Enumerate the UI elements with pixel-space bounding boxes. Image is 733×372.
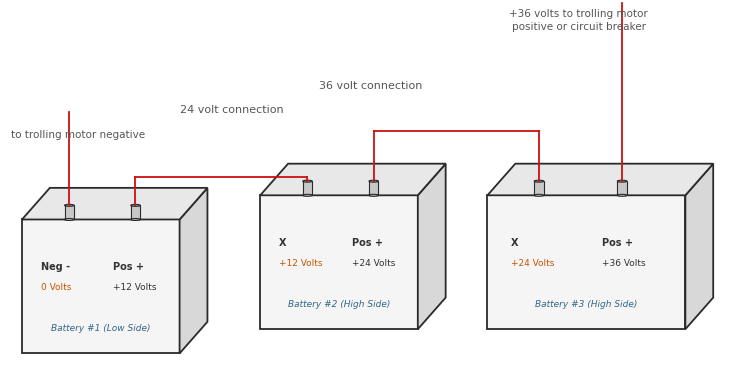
Ellipse shape <box>130 204 140 206</box>
Polygon shape <box>534 181 544 195</box>
Polygon shape <box>22 219 180 353</box>
Polygon shape <box>130 205 140 219</box>
Text: X: X <box>279 238 287 248</box>
Text: to trolling motor negative: to trolling motor negative <box>11 129 145 140</box>
Text: +36 Volts: +36 Volts <box>603 259 646 267</box>
Polygon shape <box>303 181 312 195</box>
Text: Battery #3 (High Side): Battery #3 (High Side) <box>535 300 638 309</box>
Text: Battery #1 (Low Side): Battery #1 (Low Side) <box>51 324 150 333</box>
Text: +24 Volts: +24 Volts <box>352 259 395 267</box>
Polygon shape <box>260 195 418 329</box>
Ellipse shape <box>617 180 627 182</box>
Ellipse shape <box>369 194 378 196</box>
Text: +12 Volts: +12 Volts <box>114 283 157 292</box>
Ellipse shape <box>65 218 74 221</box>
Text: Neg -: Neg - <box>41 262 70 272</box>
Polygon shape <box>418 164 446 329</box>
Text: 36 volt connection: 36 volt connection <box>319 81 422 91</box>
Polygon shape <box>22 188 207 219</box>
Text: 0 Volts: 0 Volts <box>41 283 71 292</box>
Polygon shape <box>180 188 207 353</box>
Ellipse shape <box>130 218 140 221</box>
Ellipse shape <box>617 194 627 196</box>
Text: +36 volts to trolling motor
positive or circuit breaker: +36 volts to trolling motor positive or … <box>509 9 648 32</box>
Ellipse shape <box>534 194 544 196</box>
Polygon shape <box>65 205 74 219</box>
Ellipse shape <box>65 204 74 206</box>
Polygon shape <box>487 195 685 329</box>
Ellipse shape <box>303 180 312 182</box>
Ellipse shape <box>369 180 378 182</box>
Polygon shape <box>617 181 627 195</box>
Text: +12 Volts: +12 Volts <box>279 259 323 267</box>
Ellipse shape <box>534 180 544 182</box>
Text: 24 volt connection: 24 volt connection <box>180 105 283 115</box>
Text: Pos +: Pos + <box>114 262 144 272</box>
Text: Pos +: Pos + <box>352 238 383 248</box>
Ellipse shape <box>303 194 312 196</box>
Polygon shape <box>487 164 713 195</box>
Polygon shape <box>369 181 378 195</box>
Text: +24 Volts: +24 Volts <box>511 259 555 267</box>
Text: X: X <box>511 238 519 248</box>
Polygon shape <box>685 164 713 329</box>
Text: Battery #2 (High Side): Battery #2 (High Side) <box>288 300 390 309</box>
Polygon shape <box>260 164 446 195</box>
Text: Pos +: Pos + <box>603 238 633 248</box>
